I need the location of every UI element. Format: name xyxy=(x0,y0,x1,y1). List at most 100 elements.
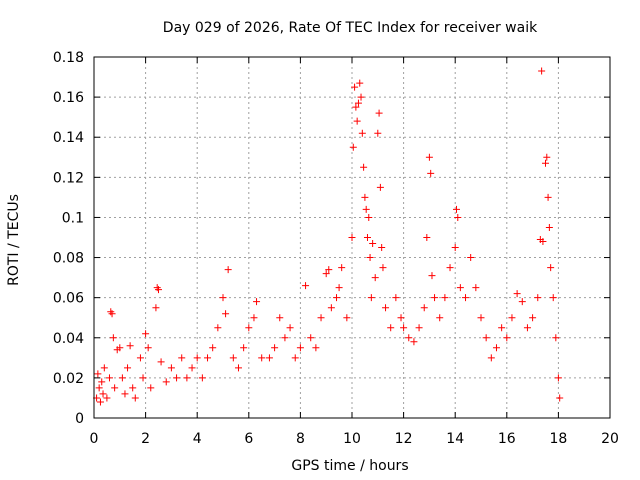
data-point xyxy=(534,294,542,302)
y-tick-label: 0.06 xyxy=(53,291,84,307)
data-point xyxy=(349,143,357,151)
data-point xyxy=(142,330,150,338)
data-point xyxy=(286,324,294,332)
data-point xyxy=(229,354,237,362)
data-point xyxy=(431,294,439,302)
data-point xyxy=(374,129,382,137)
data-point xyxy=(193,354,201,362)
x-tick-label: 4 xyxy=(193,431,202,447)
x-tick-label: 6 xyxy=(244,431,253,447)
data-point xyxy=(312,344,320,352)
data-point xyxy=(508,314,516,322)
data-point xyxy=(375,109,383,117)
data-point xyxy=(96,398,104,406)
data-point xyxy=(144,344,152,352)
data-point xyxy=(410,338,418,346)
data-point xyxy=(545,223,553,231)
data-point xyxy=(392,294,400,302)
data-point xyxy=(100,364,108,372)
data-point xyxy=(178,354,186,362)
y-tick-label: 0.14 xyxy=(53,130,84,146)
y-tick-label: 0.08 xyxy=(53,251,84,267)
data-point xyxy=(352,103,360,111)
data-point xyxy=(357,93,365,101)
data-point xyxy=(363,234,371,241)
x-tick-label: 2 xyxy=(141,431,150,447)
data-point xyxy=(361,193,369,201)
data-point xyxy=(427,169,435,177)
data-point xyxy=(544,193,552,201)
data-point xyxy=(109,334,117,342)
data-point xyxy=(214,324,222,332)
x-tick-label: 12 xyxy=(395,431,413,447)
data-point xyxy=(420,304,428,312)
y-axis-label: ROTI / TECUs xyxy=(6,194,22,286)
data-points xyxy=(93,67,564,406)
data-point xyxy=(103,394,111,402)
data-point xyxy=(139,374,147,382)
data-point xyxy=(258,354,266,362)
data-point xyxy=(539,238,547,246)
y-tick-label: 0.12 xyxy=(53,170,84,186)
data-point xyxy=(250,314,258,322)
data-point xyxy=(155,286,162,294)
data-point xyxy=(451,244,459,252)
data-point xyxy=(317,314,325,322)
data-point xyxy=(554,374,562,382)
data-point xyxy=(477,314,485,322)
data-point xyxy=(271,344,279,352)
data-point xyxy=(492,344,500,352)
data-point xyxy=(121,390,129,398)
data-point xyxy=(556,394,564,402)
data-point xyxy=(397,314,405,322)
data-point xyxy=(552,334,560,342)
grid-lines xyxy=(94,57,610,418)
data-point xyxy=(108,310,116,318)
data-point xyxy=(327,304,335,312)
x-axis-label: GPS time / hours xyxy=(291,458,408,474)
data-point xyxy=(333,294,341,302)
x-tick-label: 16 xyxy=(498,431,516,447)
data-point xyxy=(188,364,196,372)
y-tick-label: 0.1 xyxy=(62,210,84,226)
data-point xyxy=(549,294,557,302)
data-point xyxy=(379,264,387,272)
data-point xyxy=(518,298,526,306)
data-point xyxy=(462,294,470,302)
data-point xyxy=(472,284,480,292)
data-point xyxy=(348,234,356,241)
data-point xyxy=(183,374,191,382)
data-point xyxy=(405,334,413,342)
data-point xyxy=(95,384,103,392)
data-point xyxy=(543,153,551,161)
data-point xyxy=(219,294,227,302)
data-point xyxy=(415,324,423,332)
data-point xyxy=(173,374,181,382)
data-point xyxy=(124,364,132,372)
data-point xyxy=(224,266,232,274)
data-point xyxy=(454,213,462,221)
data-point xyxy=(353,117,361,125)
data-point xyxy=(335,284,343,292)
data-point xyxy=(94,370,102,378)
data-point xyxy=(204,354,212,362)
data-point xyxy=(136,354,144,362)
y-tick-label: 0.02 xyxy=(53,371,84,387)
data-point xyxy=(147,384,155,392)
data-point xyxy=(446,264,454,272)
data-point xyxy=(325,266,333,274)
data-point xyxy=(378,244,386,252)
y-tick-label: 0.16 xyxy=(53,90,84,106)
axis-ticks: 0 2 4 6 8 10 12 14 16 18 20 0 0.02 0.04 0.06 0.08 0.1 0.1… xyxy=(53,50,619,447)
data-point xyxy=(302,282,310,290)
data-point xyxy=(281,334,289,342)
data-point xyxy=(118,374,126,382)
data-point xyxy=(253,298,261,306)
data-point xyxy=(276,314,284,322)
x-tick-label: 10 xyxy=(343,431,361,447)
data-point xyxy=(498,324,506,332)
data-point xyxy=(436,314,444,322)
data-point xyxy=(307,334,315,342)
data-point xyxy=(513,290,521,298)
